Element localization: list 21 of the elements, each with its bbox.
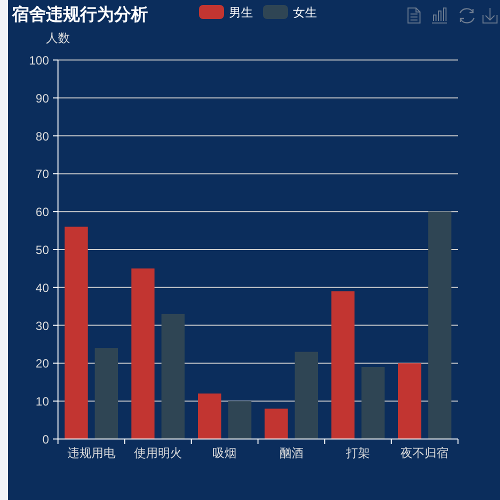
y-tick-label: 20 xyxy=(36,356,50,371)
y-tick-label: 70 xyxy=(36,167,50,182)
x-tick-label: 吸烟 xyxy=(212,446,237,460)
x-tick-label: 夜不归宿 xyxy=(400,446,449,460)
x-tick-label: 打架 xyxy=(345,446,370,460)
x-tick-label: 使用明火 xyxy=(134,446,182,460)
x-tick-label: 酗酒 xyxy=(279,446,304,460)
y-axis-title: 人数 xyxy=(46,31,70,45)
legend-label: 男生 xyxy=(229,6,253,20)
x-tick-label: 违规用电 xyxy=(67,446,116,460)
y-tick-label: 100 xyxy=(28,54,50,68)
y-tick-label: 50 xyxy=(36,243,50,257)
y-tick-label: 90 xyxy=(36,91,50,106)
legend-label: 女生 xyxy=(293,6,317,20)
y-tick-label: 10 xyxy=(36,394,50,409)
y-tick-label: 60 xyxy=(36,205,50,220)
y-tick-label: 0 xyxy=(42,432,50,446)
y-tick-label: 30 xyxy=(36,318,50,333)
y-tick-label: 80 xyxy=(36,129,50,144)
y-tick-label: 40 xyxy=(36,280,50,295)
chart-title: 宿舍违规行为分析 xyxy=(11,5,148,24)
